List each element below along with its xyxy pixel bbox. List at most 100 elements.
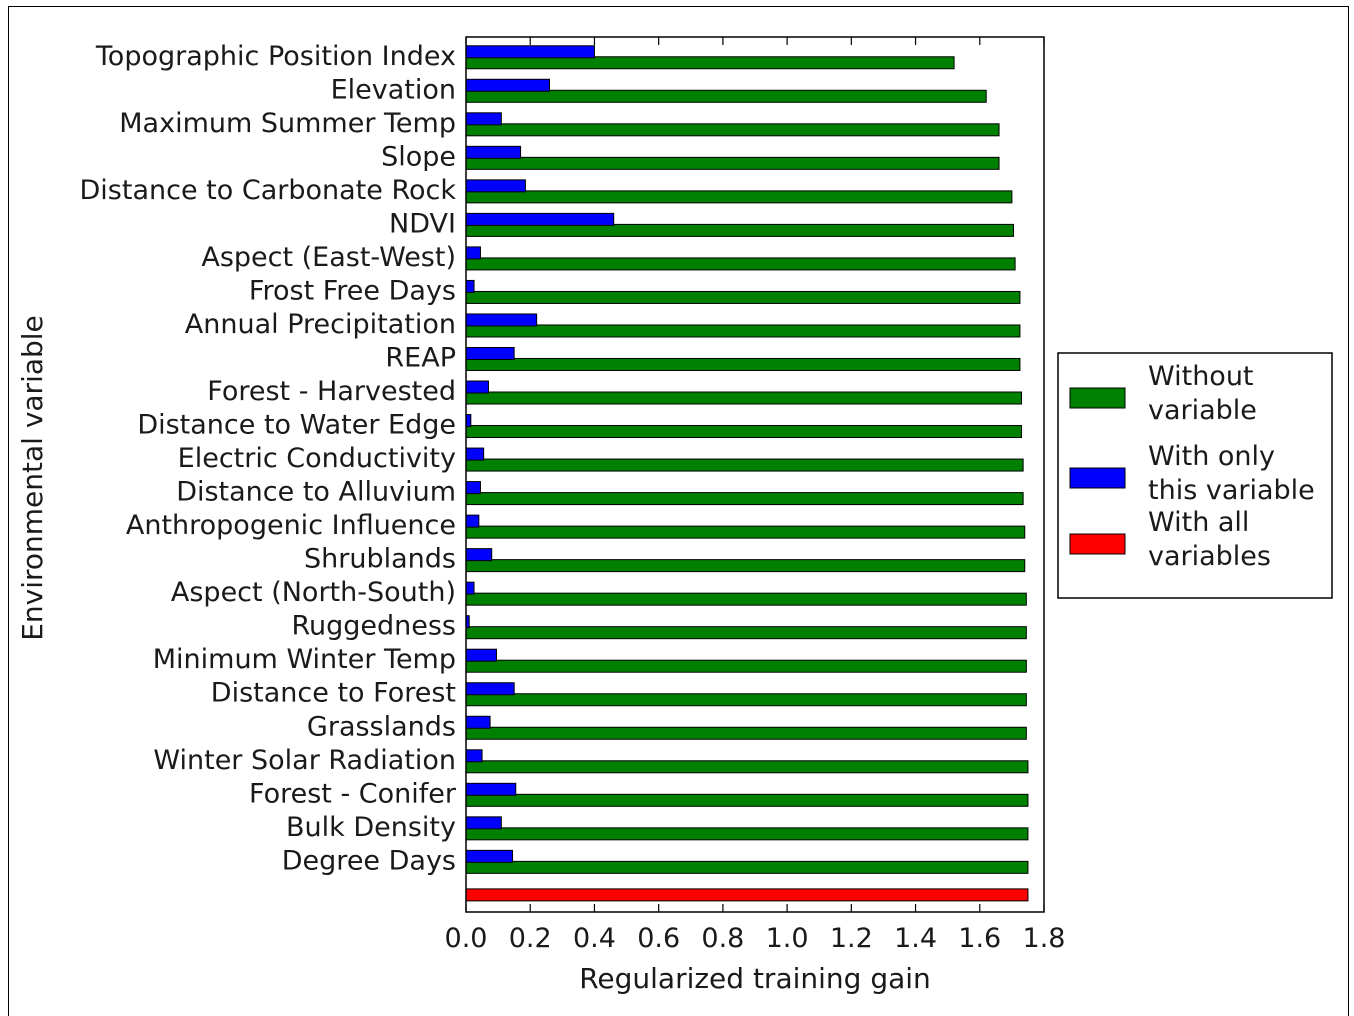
bar-with-only-variable (465, 246, 481, 260)
legend-label: With all (1148, 507, 1249, 538)
bar-with-only-variable (465, 179, 526, 193)
bar-without-variable (465, 458, 1024, 472)
legend-label: Without (1148, 361, 1254, 392)
x-tick-label: 1.0 (766, 923, 809, 954)
y-tick-label: Distance to Carbonate Rock (80, 175, 457, 206)
bar-with-only-variable (465, 715, 491, 729)
bar-without-variable (465, 56, 955, 70)
bar-with-all-variables (465, 888, 1029, 902)
legend-label: variable (1148, 395, 1257, 426)
bar-without-variable (465, 726, 1027, 740)
y-tick-label: REAP (385, 342, 456, 373)
bar-with-only-variable (465, 112, 502, 126)
y-tick-label: Frost Free Days (249, 275, 456, 306)
y-tick-label: Minimum Winter Temp (153, 644, 456, 675)
bar-with-only-variable (465, 548, 493, 562)
bar-without-variable (465, 89, 987, 103)
bar-without-variable (465, 324, 1021, 338)
y-tick-label: Bulk Density (286, 812, 456, 843)
bar-with-only-variable (465, 481, 481, 495)
y-tick-label: Forest - Conifer (249, 778, 457, 809)
y-tick-label: Winter Solar Radiation (153, 745, 456, 776)
y-tick-label: Distance to Water Edge (137, 410, 456, 441)
bar-with-only-variable (465, 78, 550, 92)
x-tick-label: 1.6 (958, 923, 1001, 954)
bar-with-only-variable (465, 849, 514, 863)
x-tick-label: 0.8 (701, 923, 744, 954)
x-tick-label: 1.4 (894, 923, 937, 954)
y-axis-category-labels: Topographic Position IndexElevationMaxim… (80, 41, 457, 877)
bar-with-only-variable (465, 380, 489, 394)
bar-without-variable (465, 592, 1027, 606)
legend-swatch (1069, 467, 1126, 489)
bar-without-variable (465, 190, 1013, 204)
legend-label: With only (1148, 441, 1275, 472)
bar-without-variable (465, 827, 1029, 841)
bars-layer (465, 45, 1029, 902)
legend-label: this variable (1148, 475, 1315, 506)
y-tick-label: Elevation (331, 74, 456, 105)
bar-with-only-variable (465, 514, 480, 528)
bar-with-only-variable (465, 346, 515, 360)
plot-area-frame (465, 36, 1045, 913)
bar-with-only-variable (465, 313, 538, 327)
y-tick-label: Distance to Alluvium (176, 477, 456, 508)
bar-without-variable (465, 123, 1000, 137)
y-axis-label: Environmental variable (16, 315, 49, 641)
bar-with-only-variable (465, 447, 485, 461)
bar-without-variable (465, 391, 1023, 405)
y-tick-label: Electric Conductivity (178, 443, 456, 474)
x-axis-ticks: 0.0 0.2 0.4 0.6 0.8 1.0 1.2 1.4 1.6 1.8 (445, 37, 1066, 954)
bar-without-variable (465, 525, 1026, 539)
legend-label: variables (1148, 541, 1271, 572)
bar-with-only-variable (465, 749, 483, 763)
legend-swatch (1069, 533, 1126, 555)
y-tick-label: Anthropogenic Influence (126, 510, 456, 541)
bar-with-only-variable (465, 45, 595, 59)
bar-without-variable (465, 760, 1029, 774)
bar-with-only-variable (465, 581, 475, 595)
y-tick-label: Grasslands (307, 711, 456, 742)
bar-with-only-variable (465, 145, 522, 159)
x-tick-label: 0.4 (573, 923, 616, 954)
x-tick-label: 0.2 (509, 923, 552, 954)
bar-without-variable (465, 693, 1027, 707)
y-tick-label: Distance to Forest (211, 678, 456, 709)
bar-without-variable (465, 425, 1023, 439)
y-tick-label: Shrublands (304, 544, 456, 575)
bar-with-only-variable (465, 816, 502, 830)
y-tick-label: Annual Precipitation (185, 309, 456, 340)
y-tick-label: Aspect (East-West) (201, 242, 456, 273)
y-tick-label: Ruggedness (291, 611, 456, 642)
bar-without-variable (465, 559, 1026, 573)
bar-with-only-variable (465, 648, 498, 662)
x-tick-label: 1.2 (830, 923, 873, 954)
bar-without-variable (465, 659, 1027, 673)
bar-with-only-variable (465, 682, 515, 696)
y-tick-label: Slope (381, 141, 456, 172)
bar-without-variable (465, 357, 1021, 371)
x-tick-label: 0.6 (637, 923, 680, 954)
y-tick-label: Degree Days (282, 845, 456, 876)
bar-with-only-variable (465, 782, 517, 796)
bar-without-variable (465, 492, 1024, 506)
y-tick-label: Topographic Position Index (95, 41, 456, 72)
figure-frame (8, 6, 1349, 1016)
x-axis-label: Regularized training gain (579, 962, 931, 995)
bar-without-variable (465, 156, 1000, 170)
bar-without-variable (465, 626, 1027, 640)
bar-without-variable (465, 223, 1014, 237)
bar-without-variable (465, 290, 1021, 304)
y-tick-label: NDVI (389, 208, 456, 239)
x-tick-label: 0.0 (445, 923, 488, 954)
bar-with-only-variable (465, 212, 615, 226)
y-tick-label: Aspect (North-South) (171, 577, 456, 608)
bar-without-variable (465, 257, 1016, 271)
legend-swatch (1069, 387, 1126, 409)
y-tick-label: Maximum Summer Temp (119, 108, 456, 139)
x-tick-label: 1.8 (1023, 923, 1066, 954)
bar-without-variable (465, 860, 1029, 874)
